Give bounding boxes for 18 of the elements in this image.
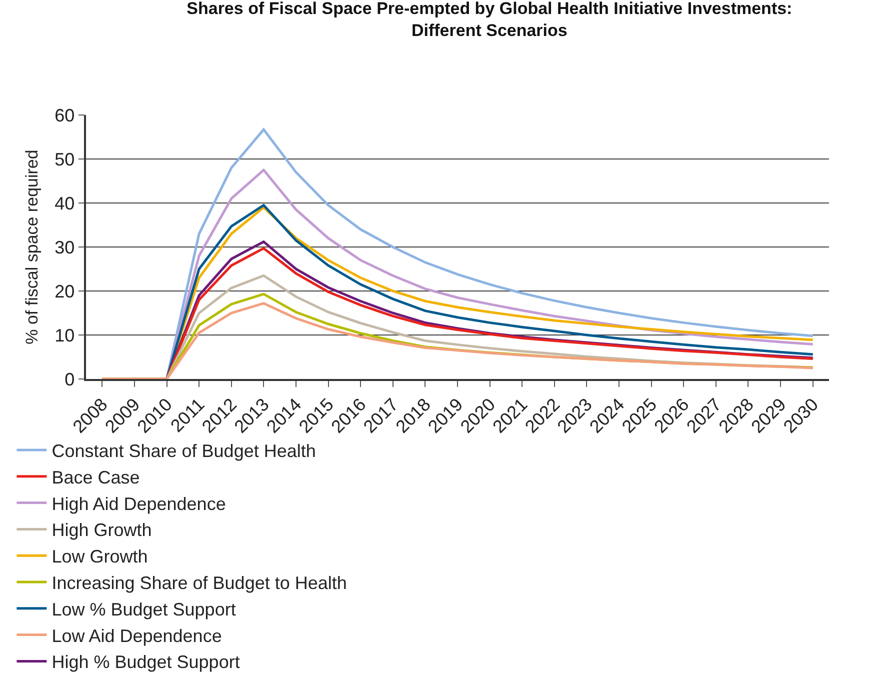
- legend-label: High Growth: [52, 520, 152, 540]
- y-tick-label: 10: [54, 325, 75, 346]
- y-tick-label: 60: [54, 105, 75, 126]
- legend-label: High Aid Dependence: [52, 494, 226, 514]
- y-tick-label: 0: [64, 369, 75, 390]
- legend-label: Bace Case: [52, 467, 140, 488]
- y-tick-label: 20: [54, 281, 75, 302]
- legend-label: Increasing Share of Budget to Health: [52, 573, 347, 594]
- y-tick-label: 30: [54, 237, 75, 258]
- y-tick-label: 40: [54, 193, 75, 214]
- legend-label: Low Growth: [52, 546, 148, 567]
- chart-title: Shares of Fiscal Space Pre-empted by Global Health Initiative Investments: Different Scenarios: [186, 0, 792, 40]
- legend-label: Low % Budget Support: [52, 599, 236, 620]
- legend-label: Constant Share of Budget Health: [52, 441, 316, 462]
- legend-label: Low Aid Dependence: [52, 626, 222, 646]
- y-axis-title: % of fiscal space required: [22, 150, 42, 344]
- y-tick-label: 50: [54, 149, 75, 170]
- legend-label: High % Budget Support: [52, 652, 240, 672]
